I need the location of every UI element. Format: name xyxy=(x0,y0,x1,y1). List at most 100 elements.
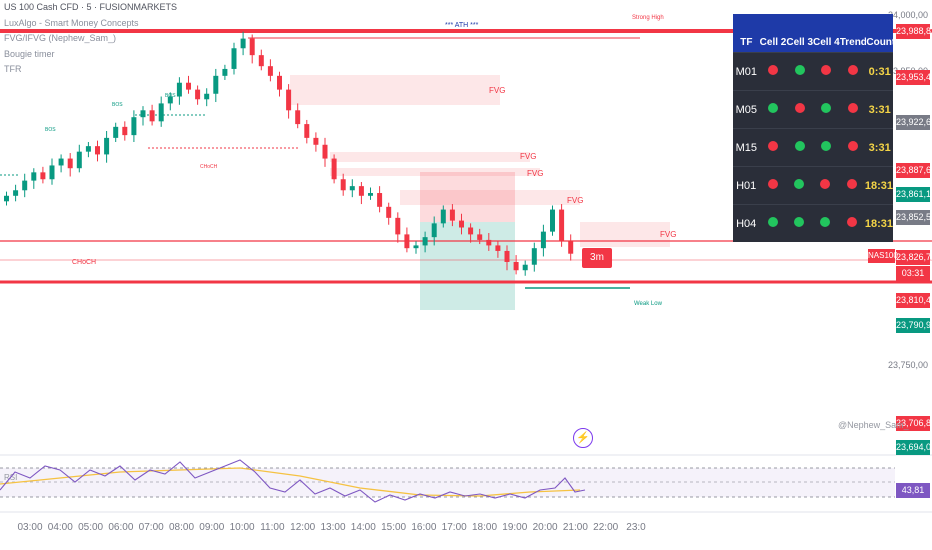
trend-dashboard: TF Cell 2 Cell 3 Cell 4 Trend Countdown … xyxy=(733,14,893,242)
svg-text:FVG: FVG xyxy=(520,152,536,161)
time-axis-label: 21:00 xyxy=(562,522,588,533)
time-axis-label: 10:00 xyxy=(229,522,255,533)
timeframe-label: H04 xyxy=(736,217,757,230)
price-tag: 23,810,43 xyxy=(896,293,932,308)
trend-dot-cell xyxy=(813,103,840,116)
svg-text:Weak Low: Weak Low xyxy=(634,301,663,307)
candle-body xyxy=(449,209,455,221)
dashboard-row: M15 3:31 xyxy=(733,128,893,166)
legend-indicator[interactable]: LuxAlgo - Smart Money Concepts xyxy=(4,17,139,28)
trend-dot-cell xyxy=(839,179,865,192)
trend-dot-cell xyxy=(760,103,787,116)
candle-body xyxy=(158,103,164,122)
rsi-value-tag: 43,81 xyxy=(896,483,930,498)
time-axis-label: 17:00 xyxy=(441,522,467,533)
legend-indicator[interactable]: TFR xyxy=(4,64,22,74)
trend-dot-cell xyxy=(786,65,813,78)
candle-body xyxy=(395,217,401,235)
trend-dot-cell xyxy=(760,65,787,78)
svg-text:CHoCH: CHoCH xyxy=(72,259,96,266)
price-tag: 23,706,85 xyxy=(896,416,932,431)
candle-body xyxy=(422,237,428,246)
price-tag: 23,953,43 xyxy=(896,70,932,85)
candle-body xyxy=(504,250,510,262)
dashboard-row: H04 18:31 xyxy=(733,204,893,242)
candle-body xyxy=(440,209,446,224)
ath-label: *** ATH *** xyxy=(445,22,479,29)
dashboard-header-cell: TF xyxy=(740,37,753,48)
candle-body xyxy=(477,234,483,240)
time-axis-label: 14:00 xyxy=(350,522,376,533)
price-tag: 03:31 xyxy=(896,266,930,281)
dashboard-header-cell: Cell 4 xyxy=(813,37,840,48)
candle-body xyxy=(85,146,91,152)
dashboard-row: M01 0:31 xyxy=(733,52,893,90)
candle-body xyxy=(222,68,228,76)
dashboard-header: TF Cell 2 Cell 3 Cell 4 Trend Countdown xyxy=(733,14,893,52)
trend-dot-cell xyxy=(840,103,867,116)
candle-body xyxy=(22,180,28,191)
candle-body xyxy=(176,82,182,97)
candle-body xyxy=(4,195,9,202)
red-dot-icon xyxy=(768,65,778,75)
trend-dot-cell xyxy=(786,141,813,154)
candle-body xyxy=(459,220,464,228)
time-axis-label: 07:00 xyxy=(138,522,164,533)
candle-body xyxy=(313,137,319,145)
candle-body xyxy=(49,165,55,180)
time-axis-label: 18:00 xyxy=(471,522,498,533)
time-axis-label: 06:00 xyxy=(108,522,134,533)
candle-body xyxy=(167,96,173,104)
price-axis-label: 23,750,00 xyxy=(887,360,928,370)
price-tag: 23,852,54 xyxy=(896,210,932,225)
green-dot-icon xyxy=(820,217,831,227)
svg-text:BOS: BOS xyxy=(45,127,56,133)
dashboard-header-cell: Cell 3 xyxy=(786,37,814,48)
candle-body xyxy=(104,137,110,155)
dashboard-rows: M01 0:31 M05 3:31 M15 3:31 H01 18:31 H04 18:31 xyxy=(733,52,893,242)
time-axis-label: 05:00 xyxy=(78,522,104,533)
svg-text:FVG: FVG xyxy=(489,86,505,95)
red-dot-icon xyxy=(794,103,805,113)
candle-body xyxy=(295,110,301,125)
fvg-zone xyxy=(290,75,500,105)
fvg-zone xyxy=(330,168,540,176)
svg-text:BOS: BOS xyxy=(112,102,123,108)
time-axis-label: 23:0 xyxy=(626,522,646,533)
green-dot-icon xyxy=(793,179,804,189)
candle-body xyxy=(31,172,37,181)
candles xyxy=(4,31,574,276)
candle-body xyxy=(113,126,119,138)
green-dot-icon xyxy=(794,65,805,75)
dashboard-header-cell: Trend xyxy=(839,37,867,48)
trend-dot-cell xyxy=(759,179,785,192)
countdown-value: 18:31 xyxy=(864,217,894,230)
countdown-value: 0:31 xyxy=(868,65,891,78)
candle-body xyxy=(386,206,392,218)
candle-body xyxy=(404,234,410,249)
price-tag: 23,861,10 xyxy=(896,187,932,202)
red-dot-icon xyxy=(821,65,832,75)
green-dot-icon xyxy=(821,141,832,151)
candle-body xyxy=(368,193,373,196)
candle-body xyxy=(67,158,73,169)
candle-body xyxy=(531,248,537,265)
dashboard-header-cell: Cell 2 xyxy=(759,37,787,48)
legend-indicator[interactable]: Bougie timer xyxy=(4,48,55,59)
strong-high-label: Strong High xyxy=(632,15,664,21)
candle-body xyxy=(195,89,201,100)
candle-body xyxy=(322,144,328,159)
trend-dot-cell xyxy=(786,103,813,116)
time-axis-label: 16:00 xyxy=(411,522,437,533)
candle-body xyxy=(486,239,492,246)
lightning-icon[interactable]: ⚡ xyxy=(573,428,593,448)
trend-dot-cell xyxy=(812,217,838,230)
green-dot-icon xyxy=(793,217,804,227)
trend-dot-cell xyxy=(759,217,785,230)
svg-text:CHoCH: CHoCH xyxy=(200,164,218,170)
candle-body xyxy=(340,179,346,191)
legend-indicator[interactable]: FVG/IFVG (Nephew_Sam_) xyxy=(4,33,117,43)
symbol-title[interactable]: US 100 Cash CFD · 5 · FUSIONMARKETS xyxy=(4,2,178,12)
position-stop-zone xyxy=(420,172,515,222)
